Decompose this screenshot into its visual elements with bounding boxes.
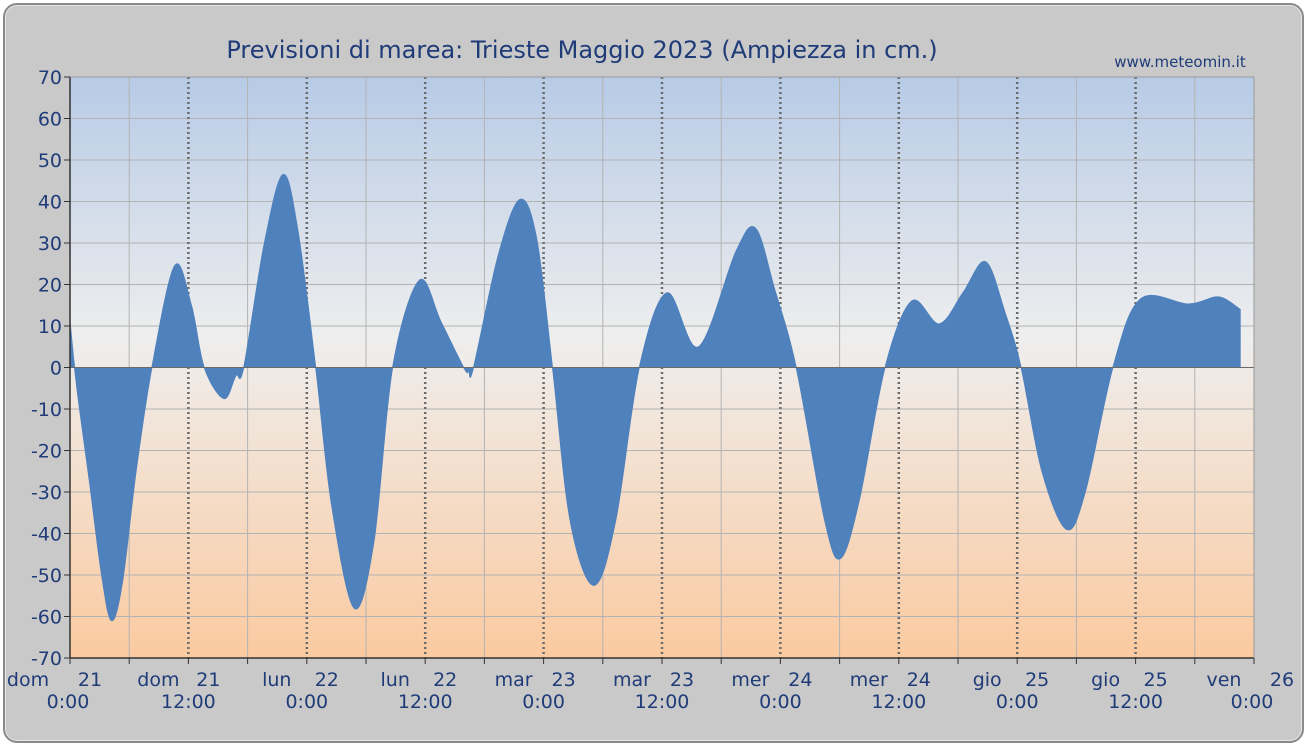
y-tick-label: -40 bbox=[31, 524, 62, 546]
y-tick-label: 20 bbox=[38, 275, 62, 297]
x-tick-date: 23 bbox=[670, 669, 694, 691]
x-tick-day: gio bbox=[1091, 669, 1120, 691]
x-tick-date: 25 bbox=[1144, 669, 1168, 691]
x-tick-time: 0:00 bbox=[1231, 691, 1274, 713]
x-tick-date: 24 bbox=[907, 669, 931, 691]
x-tick-label: mer 240:00 bbox=[731, 669, 812, 713]
x-tick-label: ven 260:00 bbox=[1207, 669, 1295, 713]
x-tick-date: 23 bbox=[552, 669, 576, 691]
y-tick-label: 60 bbox=[38, 109, 62, 131]
x-tick-label: mar 230:00 bbox=[495, 669, 576, 713]
x-tick-day: mar bbox=[495, 669, 533, 691]
y-tick-label: -70 bbox=[31, 648, 62, 670]
x-tick-day: lun bbox=[381, 669, 410, 691]
x-tick-time: 12:00 bbox=[635, 691, 690, 713]
y-tick-label: 50 bbox=[38, 150, 62, 172]
x-tick-day: mar bbox=[613, 669, 651, 691]
x-tick-day: mer bbox=[850, 669, 888, 691]
y-tick-label: -20 bbox=[31, 441, 62, 463]
x-tick-time: 12:00 bbox=[871, 691, 926, 713]
x-tick-time: 0:00 bbox=[522, 691, 565, 713]
tide-area-series bbox=[69, 174, 1254, 622]
x-tick-time: 0:00 bbox=[996, 691, 1039, 713]
x-tick-day: mer bbox=[731, 669, 769, 691]
x-tick-day: lun bbox=[262, 669, 291, 691]
x-tick-label: dom 210:00 bbox=[7, 669, 102, 713]
x-tick-date: 26 bbox=[1270, 669, 1294, 691]
y-tick-label: 10 bbox=[38, 316, 62, 338]
x-tick-date: 21 bbox=[196, 669, 220, 691]
chart-title: Previsioni di marea: Trieste Maggio 2023… bbox=[226, 36, 937, 64]
x-tick-time: 12:00 bbox=[1108, 691, 1163, 713]
x-tick-label: gio 250:00 bbox=[973, 669, 1050, 713]
source-label: www.meteomin.it bbox=[1114, 53, 1246, 71]
y-tick-label: 0 bbox=[50, 358, 62, 380]
y-axis-tick-labels: 70 60 50 40 30 20 10 0 -10 -20 -30 -40 -50 -60 -70 bbox=[31, 67, 62, 670]
axes bbox=[64, 76, 1255, 664]
y-tick-label: 70 bbox=[38, 67, 62, 89]
y-tick-label: 40 bbox=[38, 192, 62, 214]
x-tick-day: ven bbox=[1207, 669, 1242, 691]
x-tick-time: 0:00 bbox=[285, 691, 328, 713]
x-tick-day: dom bbox=[7, 669, 49, 691]
x-tick-day: dom bbox=[137, 669, 179, 691]
x-tick-day: gio bbox=[973, 669, 1002, 691]
x-tick-date: 25 bbox=[1025, 669, 1049, 691]
y-tick-label: -30 bbox=[31, 482, 62, 504]
tide-area-0 bbox=[69, 174, 1241, 622]
y-tick-label: 30 bbox=[38, 233, 62, 255]
x-tick-date: 24 bbox=[788, 669, 812, 691]
x-tick-time: 0:00 bbox=[759, 691, 802, 713]
x-tick-time: 12:00 bbox=[161, 691, 216, 713]
x-tick-date: 22 bbox=[433, 669, 457, 691]
x-tick-time: 12:00 bbox=[398, 691, 453, 713]
y-tick-label: -60 bbox=[31, 607, 62, 629]
x-tick-label: lun 220:00 bbox=[262, 669, 339, 713]
y-tick-label: -50 bbox=[31, 565, 62, 587]
y-tick-label: -10 bbox=[31, 399, 62, 421]
x-tick-time: 0:00 bbox=[47, 691, 90, 713]
x-tick-date: 22 bbox=[315, 669, 339, 691]
x-tick-date: 21 bbox=[78, 669, 102, 691]
